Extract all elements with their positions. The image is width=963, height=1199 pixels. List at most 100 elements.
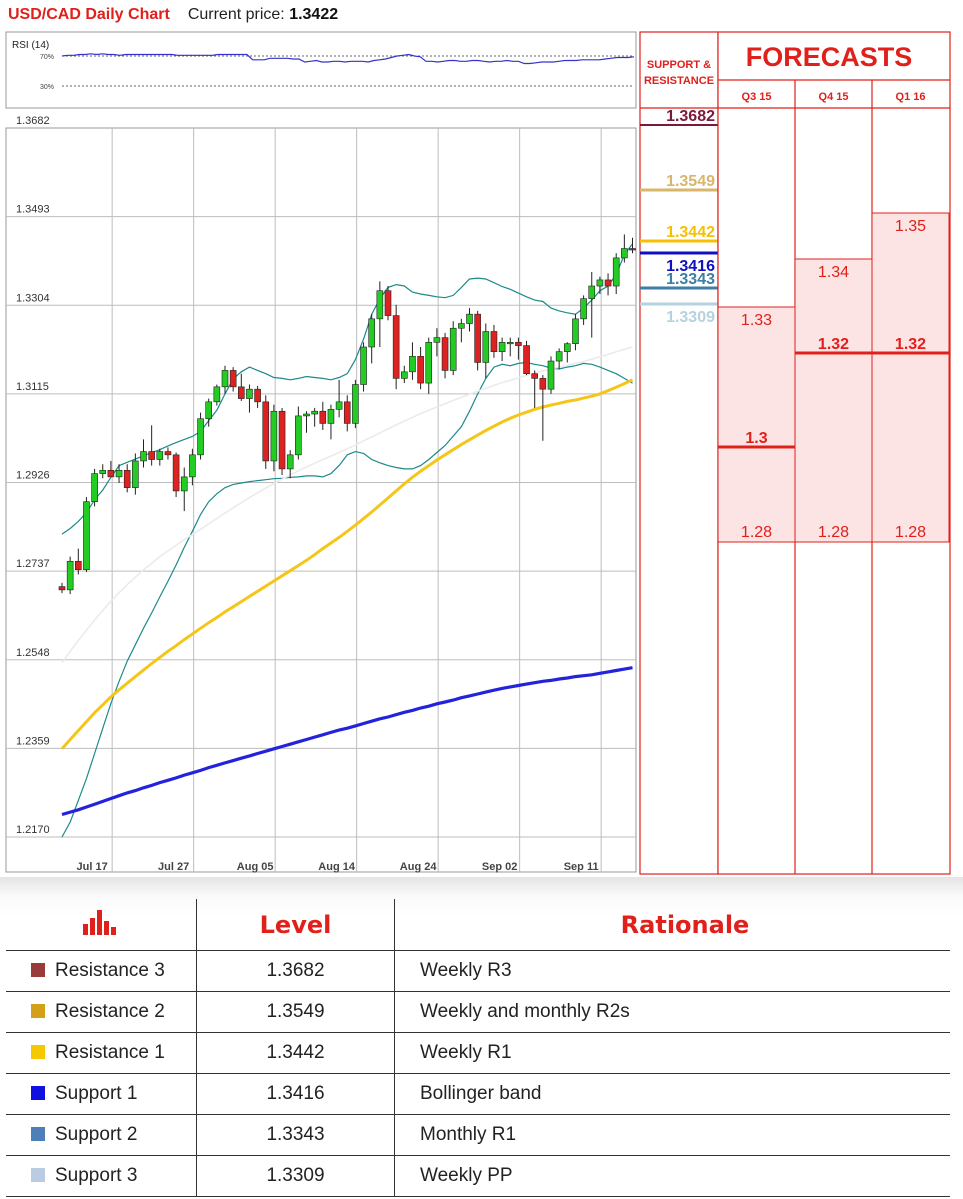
candle-body xyxy=(555,351,563,362)
table-row: Support 3 1.3309 Weekly PP xyxy=(6,1155,950,1197)
candle-body xyxy=(180,476,188,492)
candle-body xyxy=(572,318,579,345)
level-name-cell: Resistance 3 xyxy=(6,950,197,992)
candle-body xyxy=(531,373,539,379)
candle-body xyxy=(612,257,620,287)
forecast-low-value: 1.28 xyxy=(818,524,849,541)
moving-averages xyxy=(60,346,634,817)
levels-table-section: Level Rationale Resistance 3 1.3682 Weekly… xyxy=(0,877,963,1199)
candle-body xyxy=(189,454,196,478)
candle-body xyxy=(221,370,229,388)
candle-body xyxy=(335,401,343,410)
level-name: Resistance 1 xyxy=(55,1042,165,1063)
level-name-cell: Support 1 xyxy=(6,1073,197,1115)
bar-chart-icon-cell xyxy=(6,899,197,951)
level-color-swatch xyxy=(31,1127,45,1141)
candle-body xyxy=(197,418,204,456)
forecast-quarter-label: Q4 15 xyxy=(819,91,849,103)
candle-body xyxy=(539,378,547,390)
level-rationale: Weekly and monthly R2s xyxy=(394,991,950,1033)
candle-body xyxy=(580,298,587,320)
candle-body xyxy=(498,341,506,352)
rsi-panel xyxy=(5,31,637,109)
y-grid: 1.3682 1.3493 1.3304 1.3115 1.2926 1.2737 1.25… xyxy=(6,115,636,838)
levels-table: Level Rationale Resistance 3 1.3682 Weekly… xyxy=(6,899,950,1197)
level-color-swatch xyxy=(31,1045,45,1059)
candle-body xyxy=(91,473,98,503)
candle-body xyxy=(596,279,604,287)
forecast-range-band xyxy=(717,306,796,543)
table-row: Resistance 3 1.3682 Weekly R3 xyxy=(6,950,950,992)
candle-body xyxy=(99,470,107,474)
price-panel xyxy=(5,127,637,873)
candle-body xyxy=(311,410,318,415)
rsi-tick-30: 30% xyxy=(40,84,54,91)
table-row: Support 2 1.3343 Monthly R1 xyxy=(6,1114,950,1156)
x-tick-label: Sep 02 xyxy=(482,861,517,873)
moving-average-line-1 xyxy=(61,346,633,664)
candle-body xyxy=(278,410,286,470)
x-tick-label: Sep 11 xyxy=(564,861,599,873)
forecast-low-value: 1.28 xyxy=(741,524,772,541)
chart-title-bar: USD/CAD Daily Chart Current price: 1.3422 xyxy=(8,6,338,24)
price-value: 1.3422 xyxy=(289,6,339,23)
candle-body xyxy=(75,560,82,571)
candle-body xyxy=(164,451,172,456)
candle-body xyxy=(123,470,131,488)
level-rationale: Monthly R1 xyxy=(394,1114,950,1156)
forecast-columns: Q3 15 1.33 1.3 1.28 Q4 15 1.34 1.32 1.28 Q1 16 1.… xyxy=(717,91,950,543)
level-value: 1.3416 xyxy=(196,1073,395,1115)
level-value: 1.3682 xyxy=(196,950,395,992)
level-name: Support 3 xyxy=(55,1165,138,1186)
y-tick-label: 1.2926 xyxy=(16,470,50,482)
sr-header-line2: RESISTANCE xyxy=(644,75,714,87)
price-label: Current price: xyxy=(187,6,285,23)
table-row: Resistance 1 1.3442 Weekly R1 xyxy=(6,1032,950,1074)
forecast-high-value: 1.35 xyxy=(895,218,926,235)
level-name: Resistance 3 xyxy=(55,960,165,981)
candle-body xyxy=(286,454,294,470)
candle-body xyxy=(474,313,481,363)
level-value: 1.3549 xyxy=(196,991,395,1033)
candle-body xyxy=(384,290,392,316)
candle-body xyxy=(148,451,155,460)
candle-body xyxy=(392,315,400,379)
x-tick-label: Jul 27 xyxy=(158,861,189,873)
candle-body xyxy=(417,356,424,384)
level-name: Resistance 2 xyxy=(55,1001,165,1022)
candle-body xyxy=(319,410,327,424)
candle-body xyxy=(327,409,335,424)
rationale-header: Rationale xyxy=(394,899,950,951)
candle-body xyxy=(409,356,416,373)
level-name-cell: Support 2 xyxy=(6,1114,197,1156)
table-row: Resistance 2 1.3549 Weekly and monthly R2s xyxy=(6,991,950,1033)
support-resistance-panel: SUPPORT & RESISTANCE 1.3682 1.3549 1.3442 1… xyxy=(639,31,719,875)
forecast-high-value: 1.34 xyxy=(818,264,849,281)
candle-body xyxy=(466,313,473,324)
candle-body xyxy=(506,341,514,345)
candle-body xyxy=(66,560,74,591)
candle-body xyxy=(482,331,490,363)
candle-body xyxy=(107,470,115,478)
forecast-mid-value: 1.32 xyxy=(818,336,849,353)
candle-body xyxy=(140,451,147,462)
y-tick-label: 1.2170 xyxy=(16,824,50,836)
level-name: Support 2 xyxy=(55,1124,138,1145)
candles xyxy=(58,234,636,595)
sr-level-value: 1.3309 xyxy=(666,309,715,326)
candle-body xyxy=(449,327,457,371)
sr-panel-box xyxy=(639,31,719,875)
y-tick-label: 1.3304 xyxy=(16,292,50,304)
candle-body xyxy=(254,388,261,403)
level-name-cell: Resistance 1 xyxy=(6,1032,197,1074)
candle-body xyxy=(270,410,278,462)
candle-body xyxy=(213,386,221,403)
candle-body xyxy=(295,415,302,456)
y-tick-label: 1.3682 xyxy=(16,115,50,127)
bollinger-lower-line xyxy=(61,361,633,838)
level-value: 1.3309 xyxy=(196,1155,395,1197)
level-name-cell: Support 3 xyxy=(6,1155,197,1197)
y-tick-label: 1.3493 xyxy=(16,204,50,216)
forecast-quarter-label: Q3 15 xyxy=(742,91,772,103)
candle-body xyxy=(368,318,376,348)
